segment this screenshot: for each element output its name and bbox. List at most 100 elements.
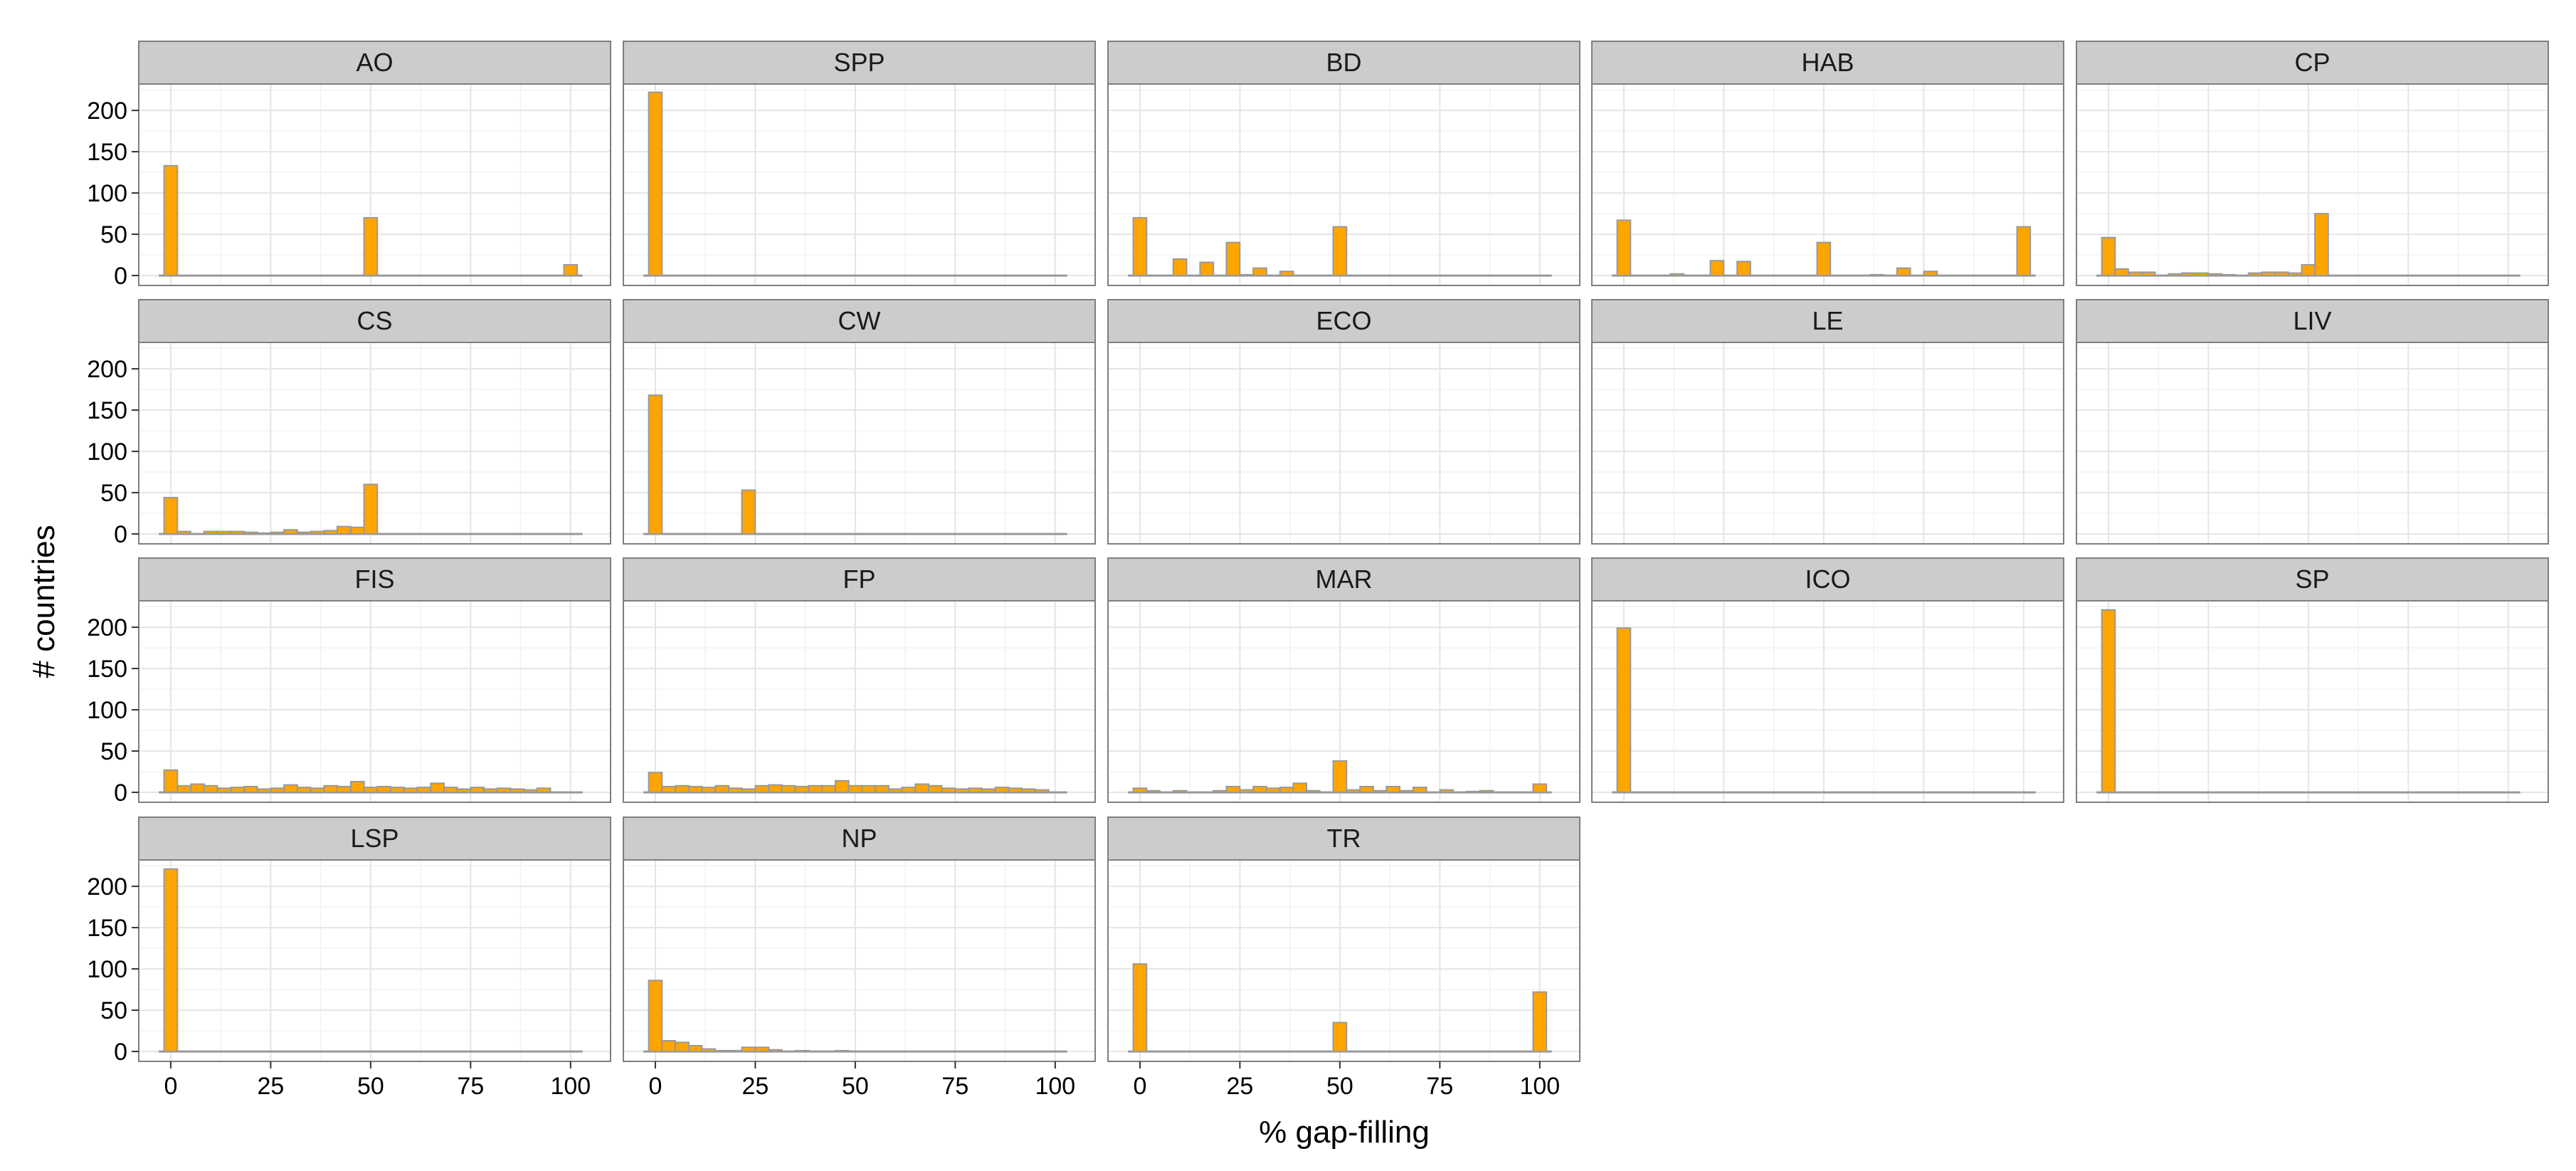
panel-background — [1592, 342, 2064, 544]
histogram-bar — [994, 787, 1010, 794]
histogram-bar — [848, 784, 863, 794]
histogram-bar — [675, 1041, 690, 1053]
panel-border — [138, 600, 611, 803]
y-tick-label: 150 — [87, 656, 127, 683]
histogram-bar — [1332, 760, 1348, 794]
x-tick-label: 75 — [1426, 1073, 1453, 1100]
histogram-bar — [230, 530, 246, 535]
histogram-bar — [163, 868, 179, 1053]
panel-border — [138, 342, 611, 545]
histogram-bar — [927, 784, 943, 794]
facet-panel-fp: FP — [623, 557, 1096, 803]
histogram-bar — [687, 1044, 703, 1053]
facet-panel-eco: ECO — [1107, 299, 1580, 545]
facet-label: LE — [1812, 306, 1843, 335]
y-tick-label: 150 — [87, 139, 127, 166]
histogram-bar — [163, 164, 179, 277]
histogram-bar — [1279, 787, 1294, 794]
facet-strip — [1107, 557, 1580, 602]
histogram-bar — [1816, 241, 1832, 277]
histogram-bar — [1225, 241, 1241, 277]
histogram-bar — [1616, 627, 1632, 794]
histogram-bar — [2247, 272, 2263, 277]
histogram-bar — [390, 787, 405, 794]
histogram-bar — [834, 779, 850, 794]
histogram-bar — [2128, 271, 2143, 277]
facet-panel-cs: CS 0 50 100 150 200 — [87, 299, 611, 548]
histogram-bar — [687, 785, 703, 794]
y-tick-label: 0 — [114, 779, 127, 807]
histogram-bar — [1008, 787, 1023, 794]
histogram-bar — [1385, 785, 1400, 794]
facet-label: BD — [1326, 48, 1361, 77]
histogram-bar — [2168, 273, 2183, 277]
facet-label: MAR — [1316, 565, 1373, 594]
facet-label: NP — [841, 824, 877, 853]
facet-strip — [1591, 41, 2064, 85]
y-tick-label: 50 — [100, 221, 127, 248]
histogram-bar — [1332, 1022, 1348, 1053]
facet-label: ECO — [1316, 306, 1371, 335]
histogram-bar — [416, 787, 431, 794]
facet-strip — [1591, 299, 2064, 343]
histogram-bar — [363, 483, 379, 535]
facet-label: FP — [843, 565, 875, 594]
panel-background — [623, 601, 1095, 802]
histogram-bar — [2194, 272, 2210, 277]
histogram-bar — [270, 531, 285, 535]
histogram-bar — [163, 769, 179, 794]
x-tick-label: 100 — [1035, 1073, 1075, 1100]
histogram-bar — [741, 1046, 756, 1053]
histogram-bar — [861, 784, 876, 794]
histogram-bar — [1239, 789, 1255, 794]
histogram-bar — [1199, 261, 1215, 277]
histogram-bar — [1020, 788, 1036, 794]
facet-strip — [1591, 557, 2064, 602]
histogram-bar — [648, 772, 663, 794]
histogram-bar — [310, 787, 325, 794]
histogram-bar — [781, 784, 796, 794]
histogram-bar — [661, 785, 676, 794]
facet-label: TR — [1327, 824, 1361, 853]
histogram-bar — [701, 1048, 717, 1053]
y-tick-label: 100 — [87, 439, 127, 466]
histogram-bar — [163, 497, 179, 535]
facet-label: SPP — [833, 48, 885, 77]
histogram-bar — [1172, 789, 1188, 794]
histogram-bar — [523, 789, 538, 794]
panel-border — [1591, 600, 2064, 803]
histogram-bar — [283, 529, 298, 535]
y-tick-label: 150 — [87, 915, 127, 942]
histogram-bar — [483, 788, 498, 794]
histogram-bar — [496, 787, 512, 794]
facet-label: AO — [356, 48, 393, 77]
panel-border — [1107, 859, 1580, 1062]
histogram-bar — [914, 783, 930, 794]
panel-border — [623, 859, 1096, 1062]
histogram-bar — [296, 531, 312, 535]
histogram-bar — [661, 1040, 676, 1053]
facet-panel-liv: LIV — [2076, 299, 2549, 545]
histogram-bar — [1532, 991, 1548, 1053]
panel-border — [623, 342, 1096, 545]
histogram-bar — [2114, 268, 2129, 277]
histogram-bar — [376, 785, 391, 794]
histogram-bar — [727, 787, 743, 794]
histogram-bar — [256, 788, 272, 794]
panel-border — [623, 83, 1096, 286]
histogram-bar — [1923, 271, 1938, 277]
panel-background — [2076, 342, 2548, 544]
histogram-bar — [1132, 216, 1148, 277]
histogram-bar — [323, 784, 339, 794]
panel-background — [1592, 601, 2064, 802]
histogram-bar — [176, 784, 191, 794]
facet-strip — [138, 41, 611, 85]
histogram-bar — [808, 784, 823, 794]
histogram-bar — [768, 1049, 783, 1053]
histogram-bar — [230, 787, 246, 794]
histogram-bar — [2101, 609, 2116, 794]
histogram-bar — [443, 787, 458, 794]
histogram-bar — [310, 530, 325, 535]
histogram-bar — [336, 525, 352, 535]
histogram-bar — [1669, 273, 1685, 277]
